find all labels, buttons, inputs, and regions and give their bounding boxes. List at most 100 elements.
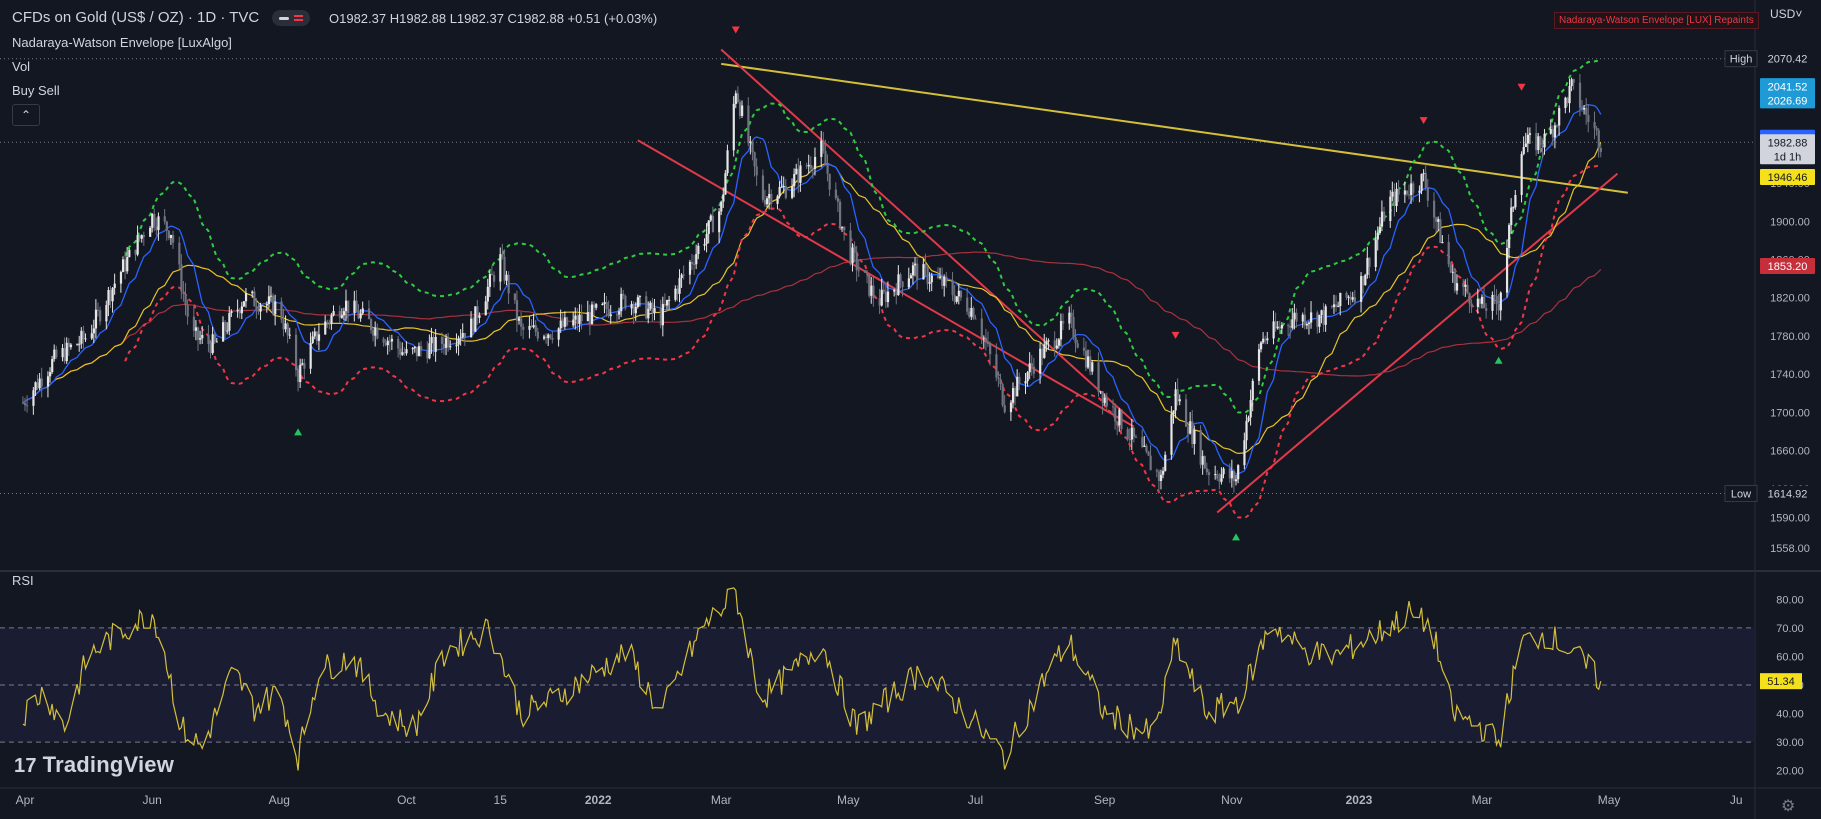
ohlc-readout: O1982.37 H1982.88 L1982.37 C1982.88 +0.5… — [329, 11, 658, 26]
candle-body — [1483, 296, 1486, 309]
candle-body — [680, 274, 683, 279]
price-tick-label: 1900.00 — [1770, 216, 1810, 228]
rsi-title[interactable]: RSI — [12, 573, 34, 588]
candle-body — [1070, 312, 1073, 317]
candle-body — [326, 321, 329, 323]
date-tick-label: Mar — [711, 793, 732, 807]
candle-body — [155, 226, 158, 231]
candle-body — [980, 318, 983, 339]
candle-body — [1145, 445, 1148, 452]
candle-body — [970, 307, 973, 317]
price-label-box — [1760, 92, 1815, 109]
candle-body — [1478, 298, 1482, 304]
candle-body — [213, 334, 216, 342]
candle-body — [488, 273, 492, 287]
candle-body — [1551, 128, 1555, 138]
candle-body — [1120, 409, 1123, 430]
candle-body — [793, 174, 796, 187]
candle-body — [370, 319, 373, 331]
collapse-legend-button[interactable]: ⌃ — [12, 104, 40, 126]
candle-body — [1433, 200, 1436, 218]
sma-fast-line — [22, 104, 1602, 475]
candle-body — [457, 338, 460, 345]
candle-body — [140, 235, 143, 239]
candle-body — [1307, 322, 1311, 324]
candle-body — [470, 318, 473, 338]
candle-body — [96, 309, 100, 311]
candle-body — [49, 372, 52, 377]
candle-body — [1543, 133, 1546, 148]
candle-body — [791, 186, 794, 198]
envelope-lines — [22, 59, 1602, 519]
candle-body — [690, 261, 694, 264]
currency-selector[interactable]: USD˅ — [1770, 7, 1803, 21]
candle-body — [813, 156, 817, 169]
candle-body — [478, 315, 481, 318]
rsi-line — [22, 587, 1602, 771]
candle-body — [1082, 347, 1086, 351]
candle-body — [1172, 410, 1175, 415]
buy-signal-arrow — [1494, 356, 1503, 364]
candle-body — [897, 274, 900, 296]
date-tick-label: Ju — [1730, 793, 1743, 807]
candle-body — [1437, 219, 1440, 222]
candle-body — [251, 291, 254, 294]
indicator-buy-sell[interactable]: Buy Sell — [12, 83, 60, 98]
candle-body — [1191, 421, 1194, 444]
candle-body — [388, 340, 391, 342]
candle-body — [1435, 217, 1438, 222]
candle-body — [367, 308, 371, 320]
candle-body — [563, 317, 567, 327]
candle-body — [65, 342, 68, 362]
candle-body — [126, 257, 129, 272]
candle-body — [901, 281, 904, 288]
candle-body — [1084, 350, 1088, 368]
candle-body — [580, 314, 583, 322]
candle-body — [1278, 326, 1281, 329]
candle-body — [1232, 471, 1236, 482]
candle-body — [638, 296, 642, 298]
candle-body — [1295, 312, 1298, 322]
candle-body — [1218, 478, 1221, 482]
candle-body — [995, 354, 998, 378]
upper-envelope-line — [124, 59, 1602, 414]
candle-body — [165, 221, 168, 231]
price-label-box — [1760, 134, 1815, 165]
candle-body — [313, 331, 316, 337]
buy-signal-arrow — [1232, 533, 1241, 541]
gear-icon[interactable]: ⚙ — [1781, 798, 1796, 815]
candle-body — [851, 247, 854, 264]
candle-body — [1099, 391, 1102, 393]
candle-body — [1393, 191, 1396, 207]
candle-body — [805, 165, 808, 167]
candle-body — [1345, 292, 1348, 298]
price-tick-label: 1780.00 — [1770, 331, 1810, 343]
candle-body — [724, 173, 727, 195]
candle-body — [1424, 173, 1427, 188]
candle-body — [1291, 319, 1294, 328]
display-mode-toggle[interactable] — [272, 10, 310, 26]
candle-body — [303, 363, 306, 369]
candle-body — [459, 337, 462, 339]
candle-body — [1260, 342, 1263, 350]
candle-body — [486, 286, 489, 302]
candle-body — [507, 274, 510, 294]
indicator-vol[interactable]: Vol — [12, 59, 31, 74]
price-tick-label: 1820.00 — [1770, 293, 1810, 305]
candle-body — [111, 288, 114, 302]
candle-body — [1347, 296, 1350, 298]
candle-body — [61, 348, 64, 358]
candle-body — [513, 293, 517, 301]
candle-body — [1376, 233, 1379, 240]
symbol-title[interactable]: CFDs on Gold (US$ / OZ) · 1D · TVC — [12, 9, 260, 26]
candle-body — [843, 226, 846, 231]
candle-body — [36, 382, 39, 389]
candle-body — [1143, 445, 1146, 448]
candle-body — [1287, 325, 1290, 327]
candle-body — [551, 337, 554, 340]
candle-body — [38, 378, 41, 389]
candle-body — [34, 382, 37, 391]
indicator-nadaraya-watson[interactable]: Nadaraya-Watson Envelope [LuxAlgo] — [12, 35, 232, 50]
candle-body — [461, 333, 464, 338]
